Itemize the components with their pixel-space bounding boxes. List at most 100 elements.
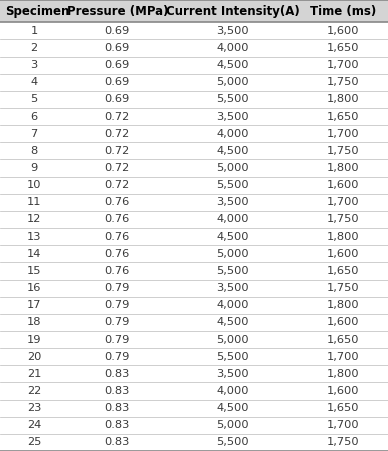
Text: 10: 10 [27,180,41,190]
Text: 3,500: 3,500 [217,198,249,207]
Text: 1,800: 1,800 [327,369,360,379]
Text: 18: 18 [27,318,41,327]
Text: 0.76: 0.76 [105,198,130,207]
Text: 4,500: 4,500 [217,232,249,242]
Text: 0.83: 0.83 [105,437,130,447]
Bar [0,211,388,228]
Text: 1,650: 1,650 [327,43,360,53]
Text: 1,600: 1,600 [327,180,360,190]
Text: 13: 13 [27,232,41,242]
Text: 9: 9 [30,163,38,173]
Text: 22: 22 [27,386,41,396]
Text: 5,500: 5,500 [217,94,249,105]
Text: 0.76: 0.76 [105,215,130,225]
Text: 0.72: 0.72 [105,163,130,173]
Text: 1,700: 1,700 [327,60,360,70]
Text: 0.69: 0.69 [105,77,130,87]
Text: 12: 12 [27,215,41,225]
Text: 5,000: 5,000 [217,163,249,173]
Text: 11: 11 [27,198,41,207]
Text: 0.79: 0.79 [105,283,130,293]
Text: 1,650: 1,650 [327,335,360,345]
Text: 1,750: 1,750 [327,283,360,293]
Text: 25: 25 [27,437,41,447]
Text: 0.79: 0.79 [105,352,130,362]
Text: 8: 8 [30,146,38,156]
Text: Pressure (MPa): Pressure (MPa) [67,5,168,18]
Bar [0,22,388,39]
Text: 21: 21 [27,369,41,379]
Text: 1,650: 1,650 [327,266,360,276]
Bar [0,228,388,245]
Bar [0,91,388,108]
Bar [0,39,388,56]
Text: 1,600: 1,600 [327,26,360,36]
Bar [0,245,388,262]
Bar [0,348,388,365]
Text: 4,000: 4,000 [217,386,249,396]
Text: 1,600: 1,600 [327,249,360,259]
Text: 0.79: 0.79 [105,318,130,327]
Text: 4,500: 4,500 [217,403,249,413]
Text: 3,500: 3,500 [217,369,249,379]
Text: 5,000: 5,000 [217,249,249,259]
Text: 5,500: 5,500 [217,352,249,362]
Text: 0.72: 0.72 [105,111,130,122]
Text: 24: 24 [27,420,41,430]
Text: 6: 6 [30,111,38,122]
Text: 1: 1 [30,26,38,36]
Text: 1,800: 1,800 [327,300,360,310]
Bar [0,297,388,314]
Text: 5,500: 5,500 [217,437,249,447]
Text: 1,800: 1,800 [327,163,360,173]
Text: 4,000: 4,000 [217,215,249,225]
Bar [0,365,388,382]
Text: 3,500: 3,500 [217,283,249,293]
Text: Specimen: Specimen [5,5,69,18]
Text: Current Intensity(A): Current Intensity(A) [166,5,300,18]
Bar [0,56,388,74]
Text: 15: 15 [27,266,41,276]
Text: 4,000: 4,000 [217,300,249,310]
Text: 23: 23 [27,403,41,413]
Text: 0.72: 0.72 [105,146,130,156]
Text: 4,000: 4,000 [217,129,249,139]
Text: 0.83: 0.83 [105,403,130,413]
Text: 0.69: 0.69 [105,26,130,36]
Text: 0.76: 0.76 [105,249,130,259]
Text: 5: 5 [30,94,38,105]
Text: 5,500: 5,500 [217,180,249,190]
Text: 5,500: 5,500 [217,266,249,276]
Text: 1,650: 1,650 [327,403,360,413]
Text: 0.69: 0.69 [105,43,130,53]
Bar [0,160,388,177]
Bar [0,74,388,91]
Text: 3,500: 3,500 [217,111,249,122]
Bar [0,108,388,125]
Text: 3: 3 [30,60,38,70]
Text: 0.69: 0.69 [105,60,130,70]
Text: 1,750: 1,750 [327,437,360,447]
Text: 1,700: 1,700 [327,198,360,207]
Text: 1,700: 1,700 [327,129,360,139]
Text: 0.83: 0.83 [105,369,130,379]
Text: 1,800: 1,800 [327,94,360,105]
Text: 5,000: 5,000 [217,335,249,345]
Text: 5,000: 5,000 [217,77,249,87]
Text: 0.76: 0.76 [105,232,130,242]
Bar [0,331,388,348]
Text: 1,750: 1,750 [327,215,360,225]
Text: 19: 19 [27,335,41,345]
Bar [0,177,388,194]
Text: 4,000: 4,000 [217,43,249,53]
Bar [0,0,388,22]
Text: 1,700: 1,700 [327,352,360,362]
Text: 1,650: 1,650 [327,111,360,122]
Bar [0,417,388,434]
Text: 14: 14 [27,249,41,259]
Text: 1,700: 1,700 [327,420,360,430]
Bar [0,314,388,331]
Bar [0,194,388,211]
Text: 5,000: 5,000 [217,420,249,430]
Bar [0,125,388,143]
